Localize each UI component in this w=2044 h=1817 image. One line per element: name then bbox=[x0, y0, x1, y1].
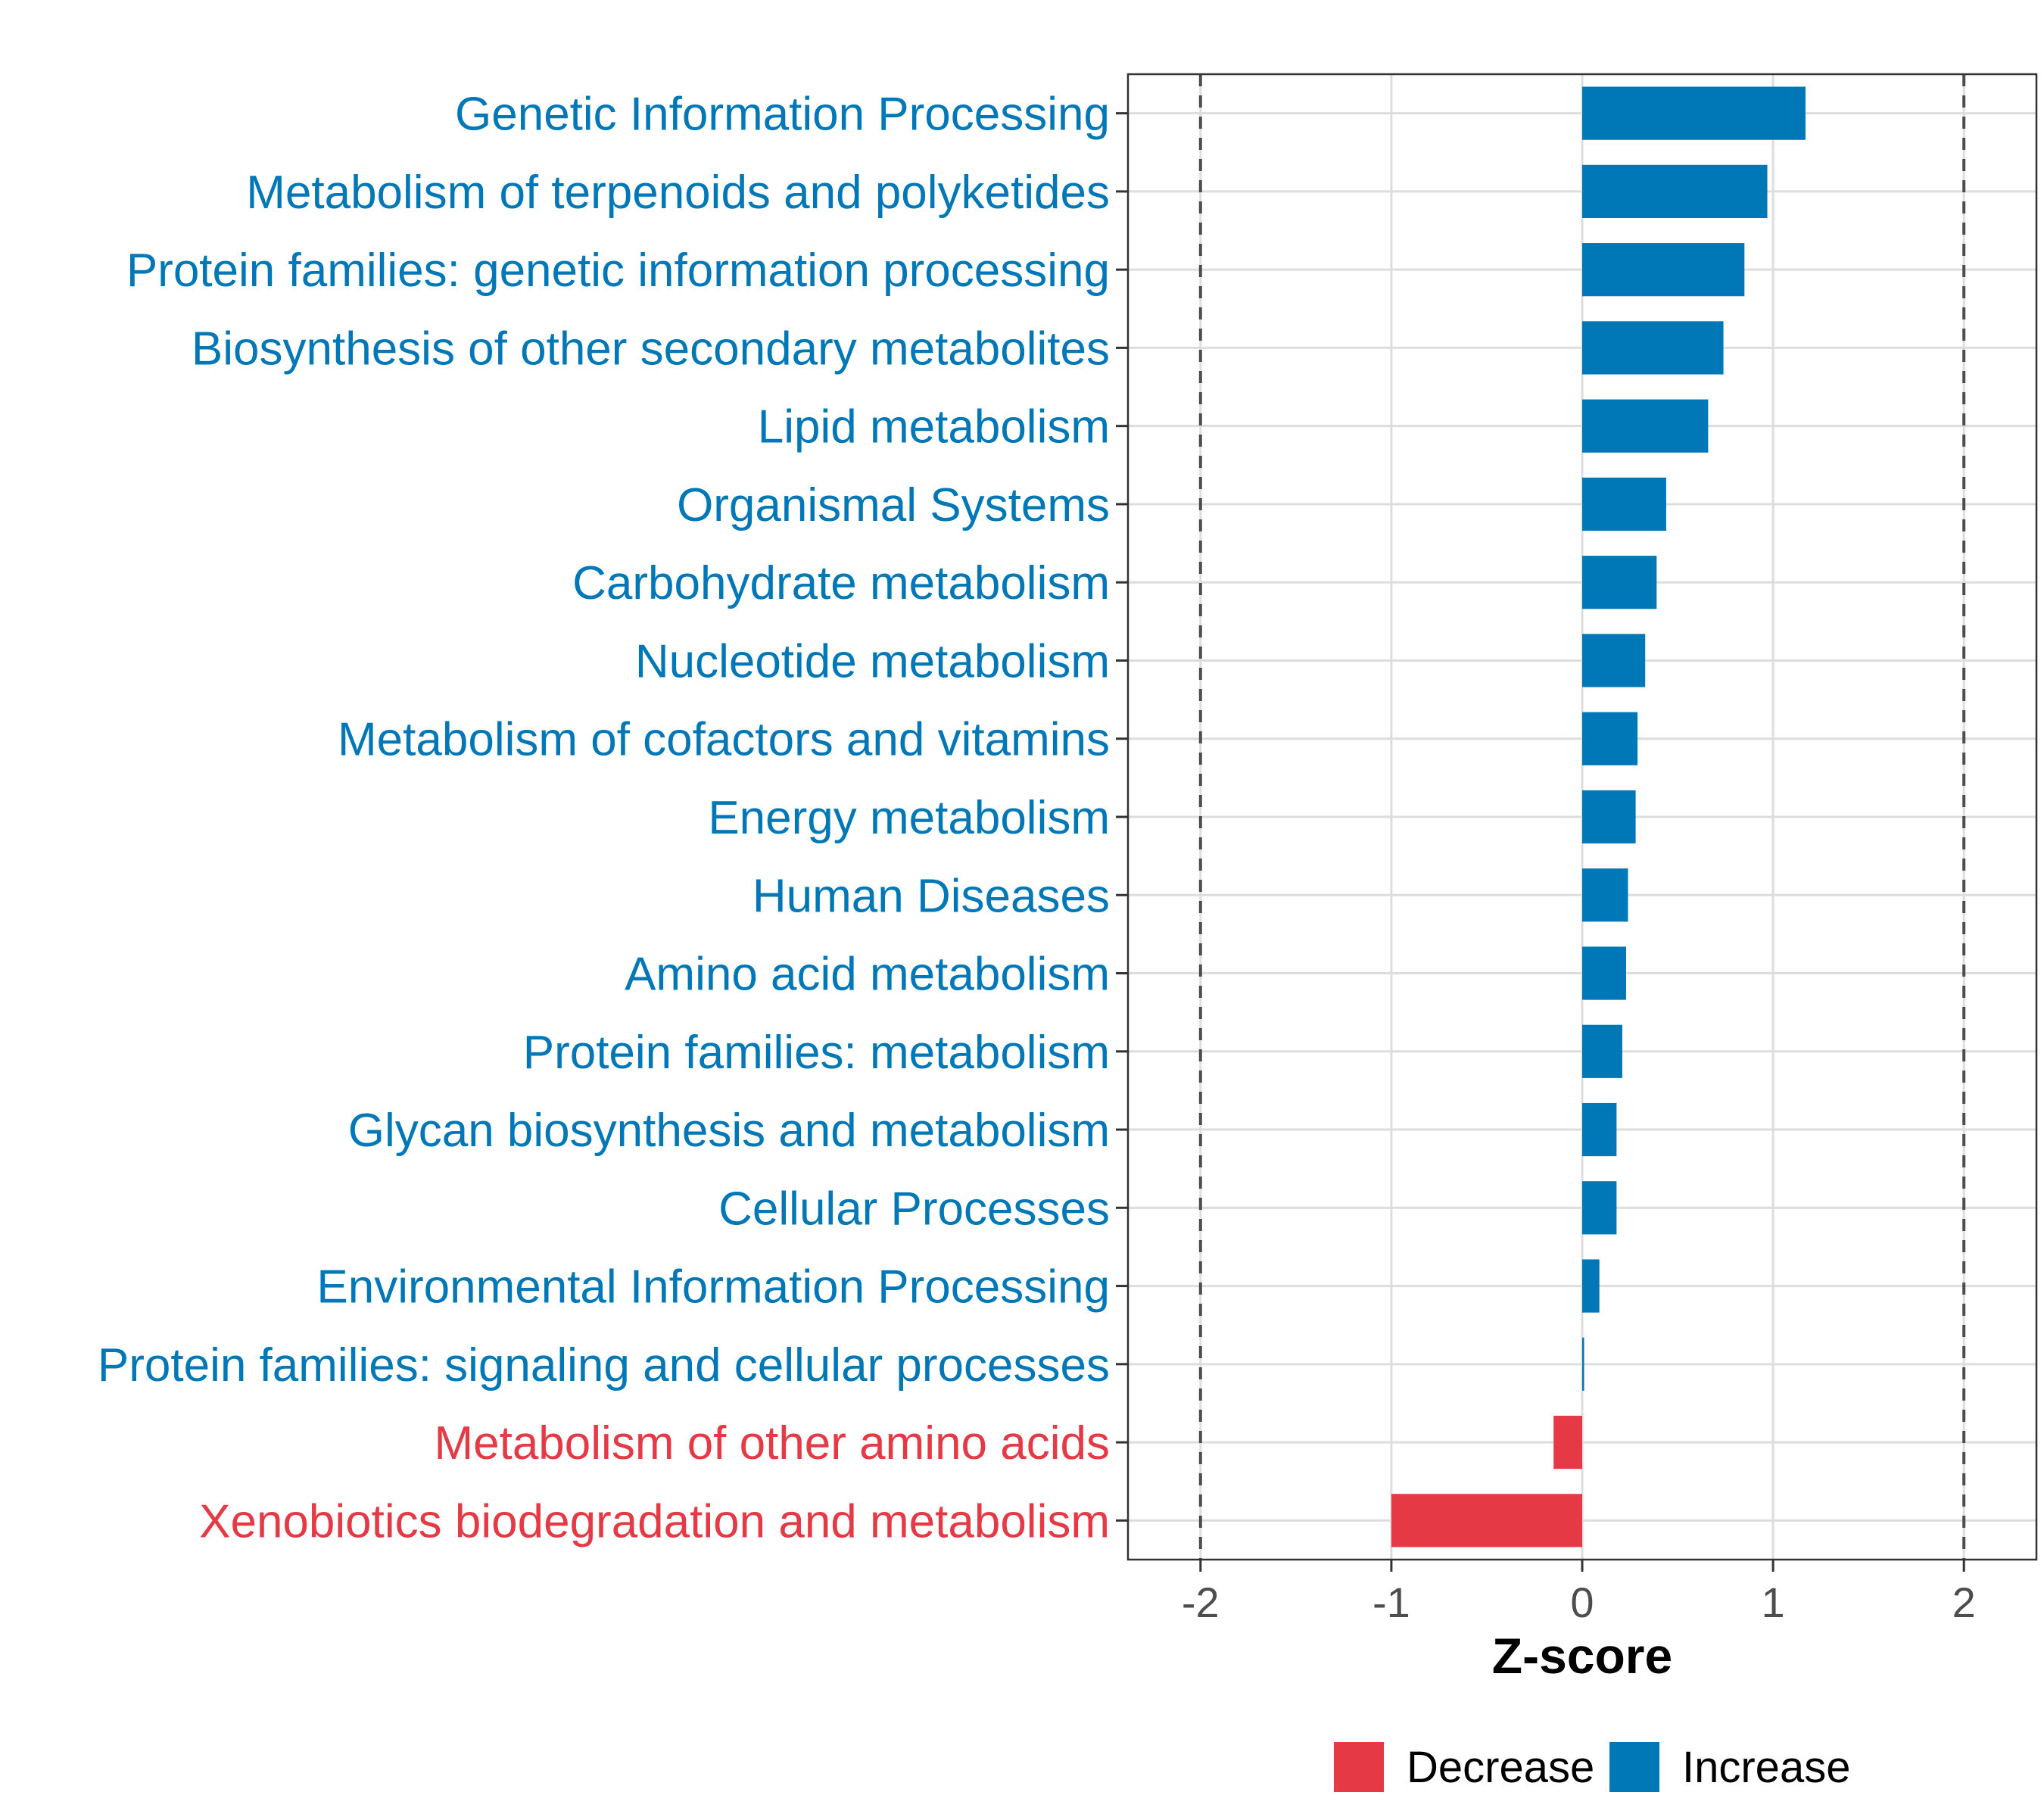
reference-lines bbox=[1198, 74, 1966, 1560]
bar-3 bbox=[1582, 321, 1724, 375]
x-tick-label-4: 2 bbox=[1952, 1579, 1976, 1626]
bar-5 bbox=[1582, 477, 1666, 531]
category-label-0: Genetic Information Processing bbox=[455, 89, 1110, 141]
x-tick-label-1: -1 bbox=[1373, 1579, 1410, 1626]
bar-18 bbox=[1391, 1494, 1582, 1547]
category-label-6: Carbohydrate metabolism bbox=[572, 557, 1110, 609]
category-label-16: Protein families: signaling and cellular… bbox=[98, 1339, 1110, 1392]
bar-9 bbox=[1582, 790, 1636, 844]
bar-16 bbox=[1582, 1337, 1584, 1391]
legend: Decrease Increase bbox=[1334, 1742, 1850, 1792]
category-label-10: Human Diseases bbox=[752, 870, 1110, 922]
legend-label-increase: Increase bbox=[1682, 1743, 1850, 1792]
legend-swatch-decrease bbox=[1334, 1742, 1384, 1792]
bar-17 bbox=[1553, 1415, 1582, 1469]
bar-14 bbox=[1582, 1181, 1617, 1235]
bar-6 bbox=[1582, 556, 1657, 609]
bar-7 bbox=[1582, 634, 1646, 687]
legend-label-decrease: Decrease bbox=[1407, 1743, 1594, 1792]
category-label-4: Lipid metabolism bbox=[758, 401, 1110, 453]
bar-12 bbox=[1582, 1024, 1622, 1078]
category-label-7: Nucleotide metabolism bbox=[635, 635, 1110, 687]
bar-15 bbox=[1582, 1259, 1600, 1313]
bar-0 bbox=[1582, 86, 1806, 140]
bar-11 bbox=[1582, 946, 1626, 1000]
x-axis-title: Z-score bbox=[1492, 1628, 1672, 1684]
category-label-9: Energy metabolism bbox=[708, 792, 1110, 844]
bar-4 bbox=[1582, 399, 1709, 453]
x-tick-label-0: -2 bbox=[1182, 1579, 1220, 1626]
category-labels: Genetic Information Processing Metabolism… bbox=[98, 89, 1110, 1548]
bar-8 bbox=[1582, 712, 1638, 765]
category-label-14: Cellular Processes bbox=[718, 1183, 1110, 1235]
legend-swatch-increase bbox=[1609, 1742, 1659, 1792]
category-label-2: Protein families: genetic information pr… bbox=[126, 245, 1110, 297]
bar-2 bbox=[1582, 243, 1745, 297]
category-label-3: Biosynthesis of other secondary metaboli… bbox=[192, 323, 1110, 375]
x-tick-label-2: 0 bbox=[1570, 1579, 1594, 1626]
x-axis-ticks: -2 -1 0 1 2 bbox=[1182, 1560, 1976, 1626]
bar-13 bbox=[1582, 1102, 1617, 1157]
category-label-13: Glycan biosynthesis and metabolism bbox=[348, 1105, 1110, 1157]
category-label-18: Xenobiotics biodegradation and metabolis… bbox=[199, 1495, 1110, 1547]
category-label-5: Organismal Systems bbox=[677, 479, 1110, 531]
bars bbox=[1391, 86, 1806, 1547]
category-label-12: Protein families: metabolism bbox=[523, 1027, 1110, 1079]
bar-10 bbox=[1582, 868, 1628, 922]
category-label-17: Metabolism of other amino acids bbox=[434, 1417, 1110, 1469]
bar-1 bbox=[1582, 164, 1768, 219]
y-axis-ticks bbox=[1116, 112, 1128, 1522]
category-label-11: Amino acid metabolism bbox=[625, 949, 1110, 1001]
category-label-8: Metabolism of cofactors and vitamins bbox=[338, 714, 1110, 766]
x-tick-label-3: 1 bbox=[1762, 1579, 1785, 1626]
category-label-1: Metabolism of terpenoids and polyketides bbox=[246, 167, 1110, 219]
category-label-15: Environmental Information Processing bbox=[316, 1261, 1110, 1314]
